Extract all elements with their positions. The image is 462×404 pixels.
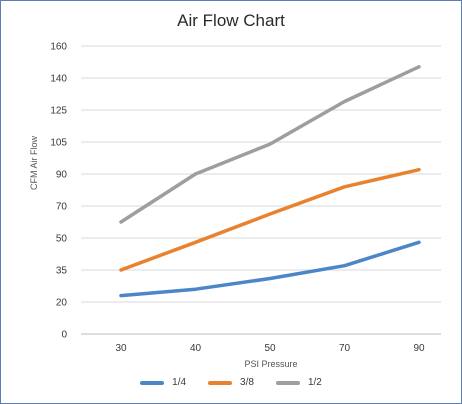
y-tick-label: 125 — [50, 106, 67, 117]
y-tick-label: 90 — [56, 170, 68, 181]
legend-swatch — [140, 380, 165, 385]
series-line-1-2 — [119, 65, 421, 224]
chart-legend: 1/4 3/8 1/2 — [1, 377, 461, 388]
series-line-3-8 — [119, 167, 421, 272]
x-tick-label: 70 — [339, 343, 351, 354]
y-tick-label: 70 — [56, 202, 68, 213]
legend-swatch — [208, 380, 233, 385]
x-tick-label: 30 — [115, 343, 127, 354]
legend-item: 1/2 — [275, 377, 322, 388]
y-tick-label: 20 — [56, 298, 68, 309]
y-tick-label: 140 — [50, 74, 67, 85]
y-tick-label: 0 — [61, 330, 67, 341]
legend-item: 3/8 — [208, 377, 254, 388]
y-tick-label: 35 — [56, 266, 68, 277]
x-axis-title: PSI Pressure — [244, 359, 297, 369]
legend-label: 1/4 — [172, 377, 187, 388]
y-tick-label: 160 — [50, 42, 67, 53]
legend-label: 1/2 — [307, 377, 322, 388]
y-tick-label: 105 — [50, 138, 67, 149]
legend-item: 1/4 — [140, 377, 186, 388]
chart-title: Air Flow Chart — [177, 11, 285, 30]
x-tick-label: 40 — [190, 343, 202, 354]
series-line-1-4 — [119, 240, 421, 298]
x-tick-label: 50 — [264, 343, 276, 354]
y-axis-title: CFM Air Flow — [29, 135, 39, 190]
legend-label: 3/8 — [240, 377, 254, 388]
legend-swatch — [275, 380, 300, 385]
x-tick-label: 90 — [413, 343, 425, 354]
y-tick-label: 50 — [56, 234, 68, 245]
